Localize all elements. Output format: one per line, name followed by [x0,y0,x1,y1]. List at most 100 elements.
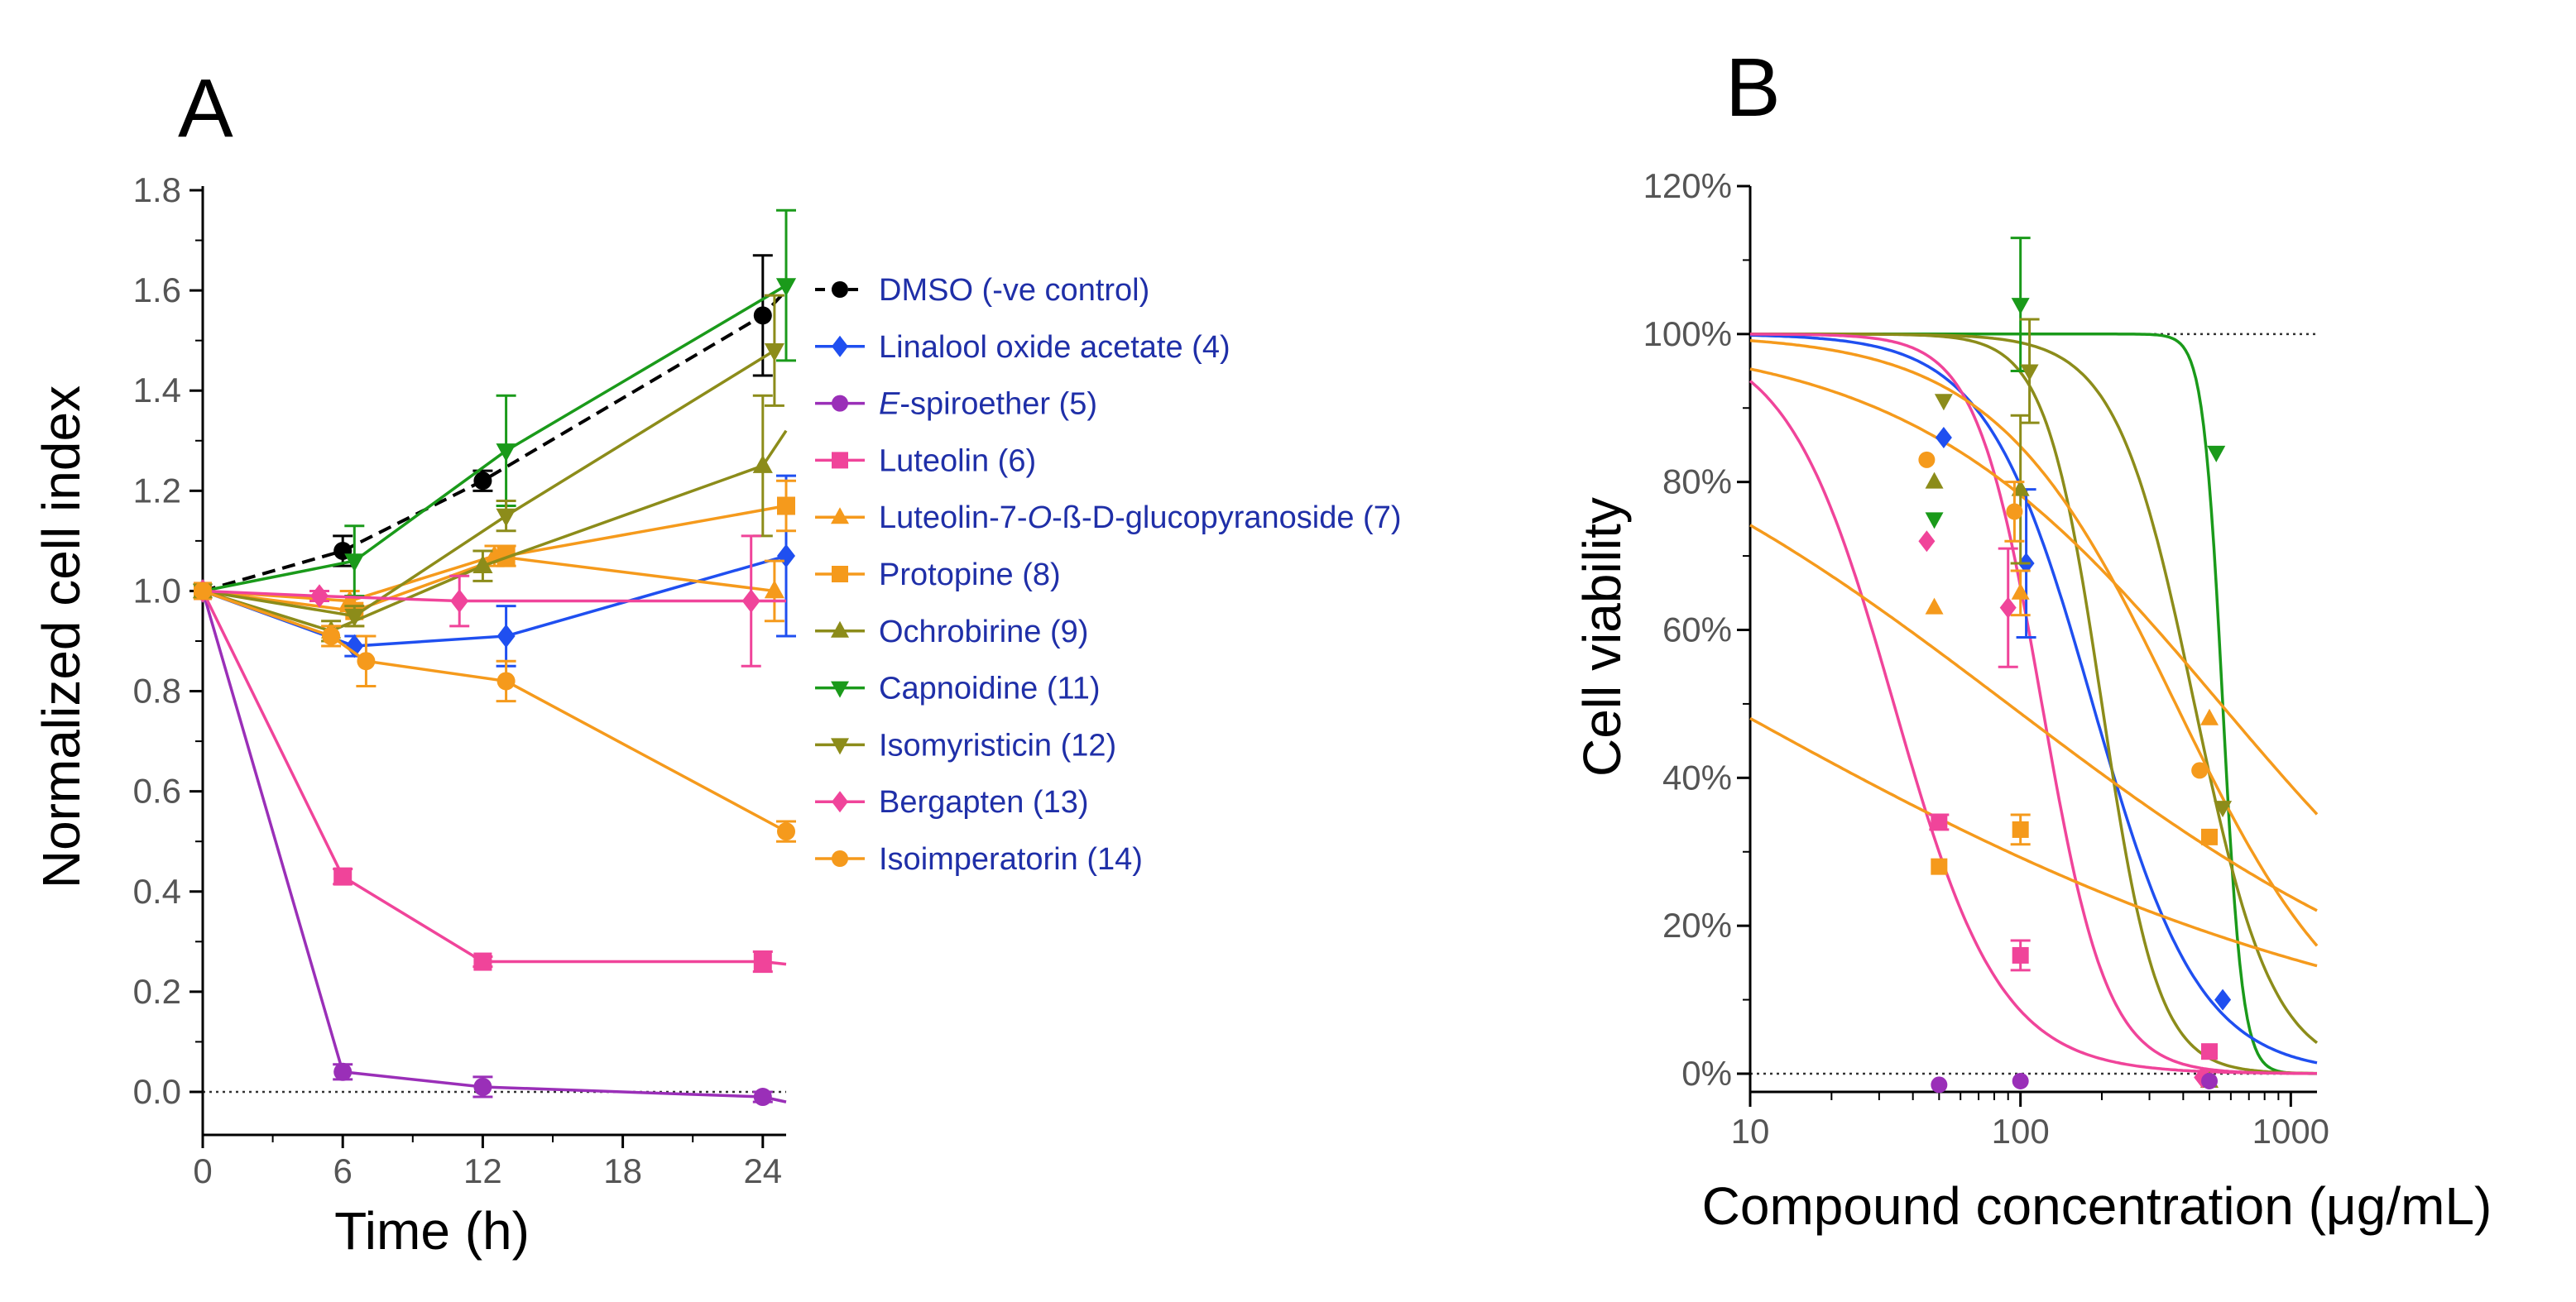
legend-label: Ochrobirine (9) [879,615,1088,649]
dose-response-curve [1749,339,2319,947]
series-line [202,284,787,593]
data-point [777,543,795,568]
data-point-group [2214,988,2232,1011]
legend-label: Bergapten (13) [879,785,1089,820]
data-point [2201,1072,2219,1089]
data-point [2200,708,2219,725]
y-tick-label: 60% [1662,610,1732,649]
data-point [2011,479,2030,496]
series-line [202,504,787,613]
y-tick-label: 20% [1662,906,1732,945]
data-point [753,306,772,325]
legend-swatch-marker [832,335,848,357]
data-point [741,589,760,613]
data-point [333,1062,353,1081]
dose-response-curve [1749,380,2317,1075]
data-point [2011,298,2030,315]
y-tick-label: 0.2 [133,972,181,1011]
legend-label: Isomyristicin (12) [879,728,1116,763]
legend-entry: Isoimperatorin (14) [815,842,1143,877]
y-tick-label: 0.0 [133,1072,181,1111]
x-tick-label: 12 [463,1151,502,1190]
data-point [1931,858,1948,875]
data-point [473,554,493,573]
data-point [2191,762,2209,779]
data-point [1918,530,1936,553]
data-point-group [1925,471,1944,489]
data-point-group [2004,481,2025,543]
data-point [2214,988,2232,1011]
data-point [1935,427,1952,449]
data-point [2011,582,2030,600]
y-tick-label: 1.6 [133,270,181,309]
data-point [473,952,492,971]
data-point-group [2201,1043,2219,1060]
legend-swatch-marker [832,452,848,469]
x-tick-label: 6 [333,1151,353,1190]
series-luteolin-6- [194,582,787,974]
y-tick-label: 40% [1662,758,1732,797]
data-point-group [1931,1076,1948,1094]
data-point [496,672,516,691]
legend-swatch-marker [831,738,849,755]
legend-swatch-marker [832,395,848,412]
data-point-group [1935,427,1952,449]
dose-response-curve [1750,333,2319,1044]
legend-swatch-marker [831,620,849,638]
data-point [1931,1076,1948,1094]
x-tick-label: 0 [193,1151,212,1190]
legend-swatch-marker [832,281,848,298]
series-linalool-oxide-acetate-4- [194,474,796,668]
series-line [201,590,787,1103]
dose-response-curve [1750,333,2317,1075]
data-point-group [2214,801,2233,818]
legend-label: DMSO (-ve control) [879,273,1149,308]
legend-label: Protopine (8) [879,558,1061,592]
data-point [473,1077,492,1096]
legend-swatch-marker [832,791,848,813]
data-point [777,822,795,841]
data-point [2201,828,2219,845]
data-point-group [1931,858,1948,875]
legend-label: Luteolin-7-O-ß-D-glucopyranoside (7) [879,500,1402,535]
data-point [1918,451,1936,468]
panel-a-label: A [178,62,233,155]
legend-swatch-marker [832,566,848,582]
data-point [2214,801,2233,818]
data-point [1931,813,1948,831]
data-point-group [2191,762,2209,779]
data-point [2012,821,2029,838]
x-tick-label: 10 [1731,1112,1770,1151]
data-point [753,952,772,971]
data-point-group [2200,708,2219,725]
legend-entry: Bergapten (13) [815,785,1089,820]
legend-entry: DMSO (-ve control) [815,273,1149,308]
legend-swatch-marker [831,507,849,524]
y-tick-label: 1.4 [133,371,181,409]
data-point [1925,597,1944,615]
data-point [322,626,341,645]
y-axis-title: Normalized cell index [31,385,91,888]
data-point [344,608,365,627]
y-tick-label: 0.8 [133,672,181,711]
dose-response-curve [1750,333,2317,1075]
legend-entry: Luteolin-7-O-ß-D-glucopyranoside (7) [815,500,1402,535]
data-point [473,471,492,491]
y-tick-label: 100% [1643,314,1732,353]
y-axis-title: Cell viability [1572,497,1632,777]
data-point-group [2010,939,2031,972]
data-point [752,454,773,473]
data-point-group [1929,813,1950,831]
data-point [333,867,353,886]
data-point-group [2019,318,2040,424]
data-point [1925,512,1944,529]
data-point [450,589,469,613]
legend-entry: Capnoidine (11) [815,672,1101,706]
data-point [2012,1072,2029,1089]
y-tick-label: 0.6 [133,772,181,811]
data-point [2207,445,2226,462]
data-point [764,580,784,599]
x-tick-label: 1000 [2252,1112,2329,1151]
legend-entry: Linalool oxide acetate (4) [815,330,1230,365]
series-isomyristicin-12- [192,294,784,628]
